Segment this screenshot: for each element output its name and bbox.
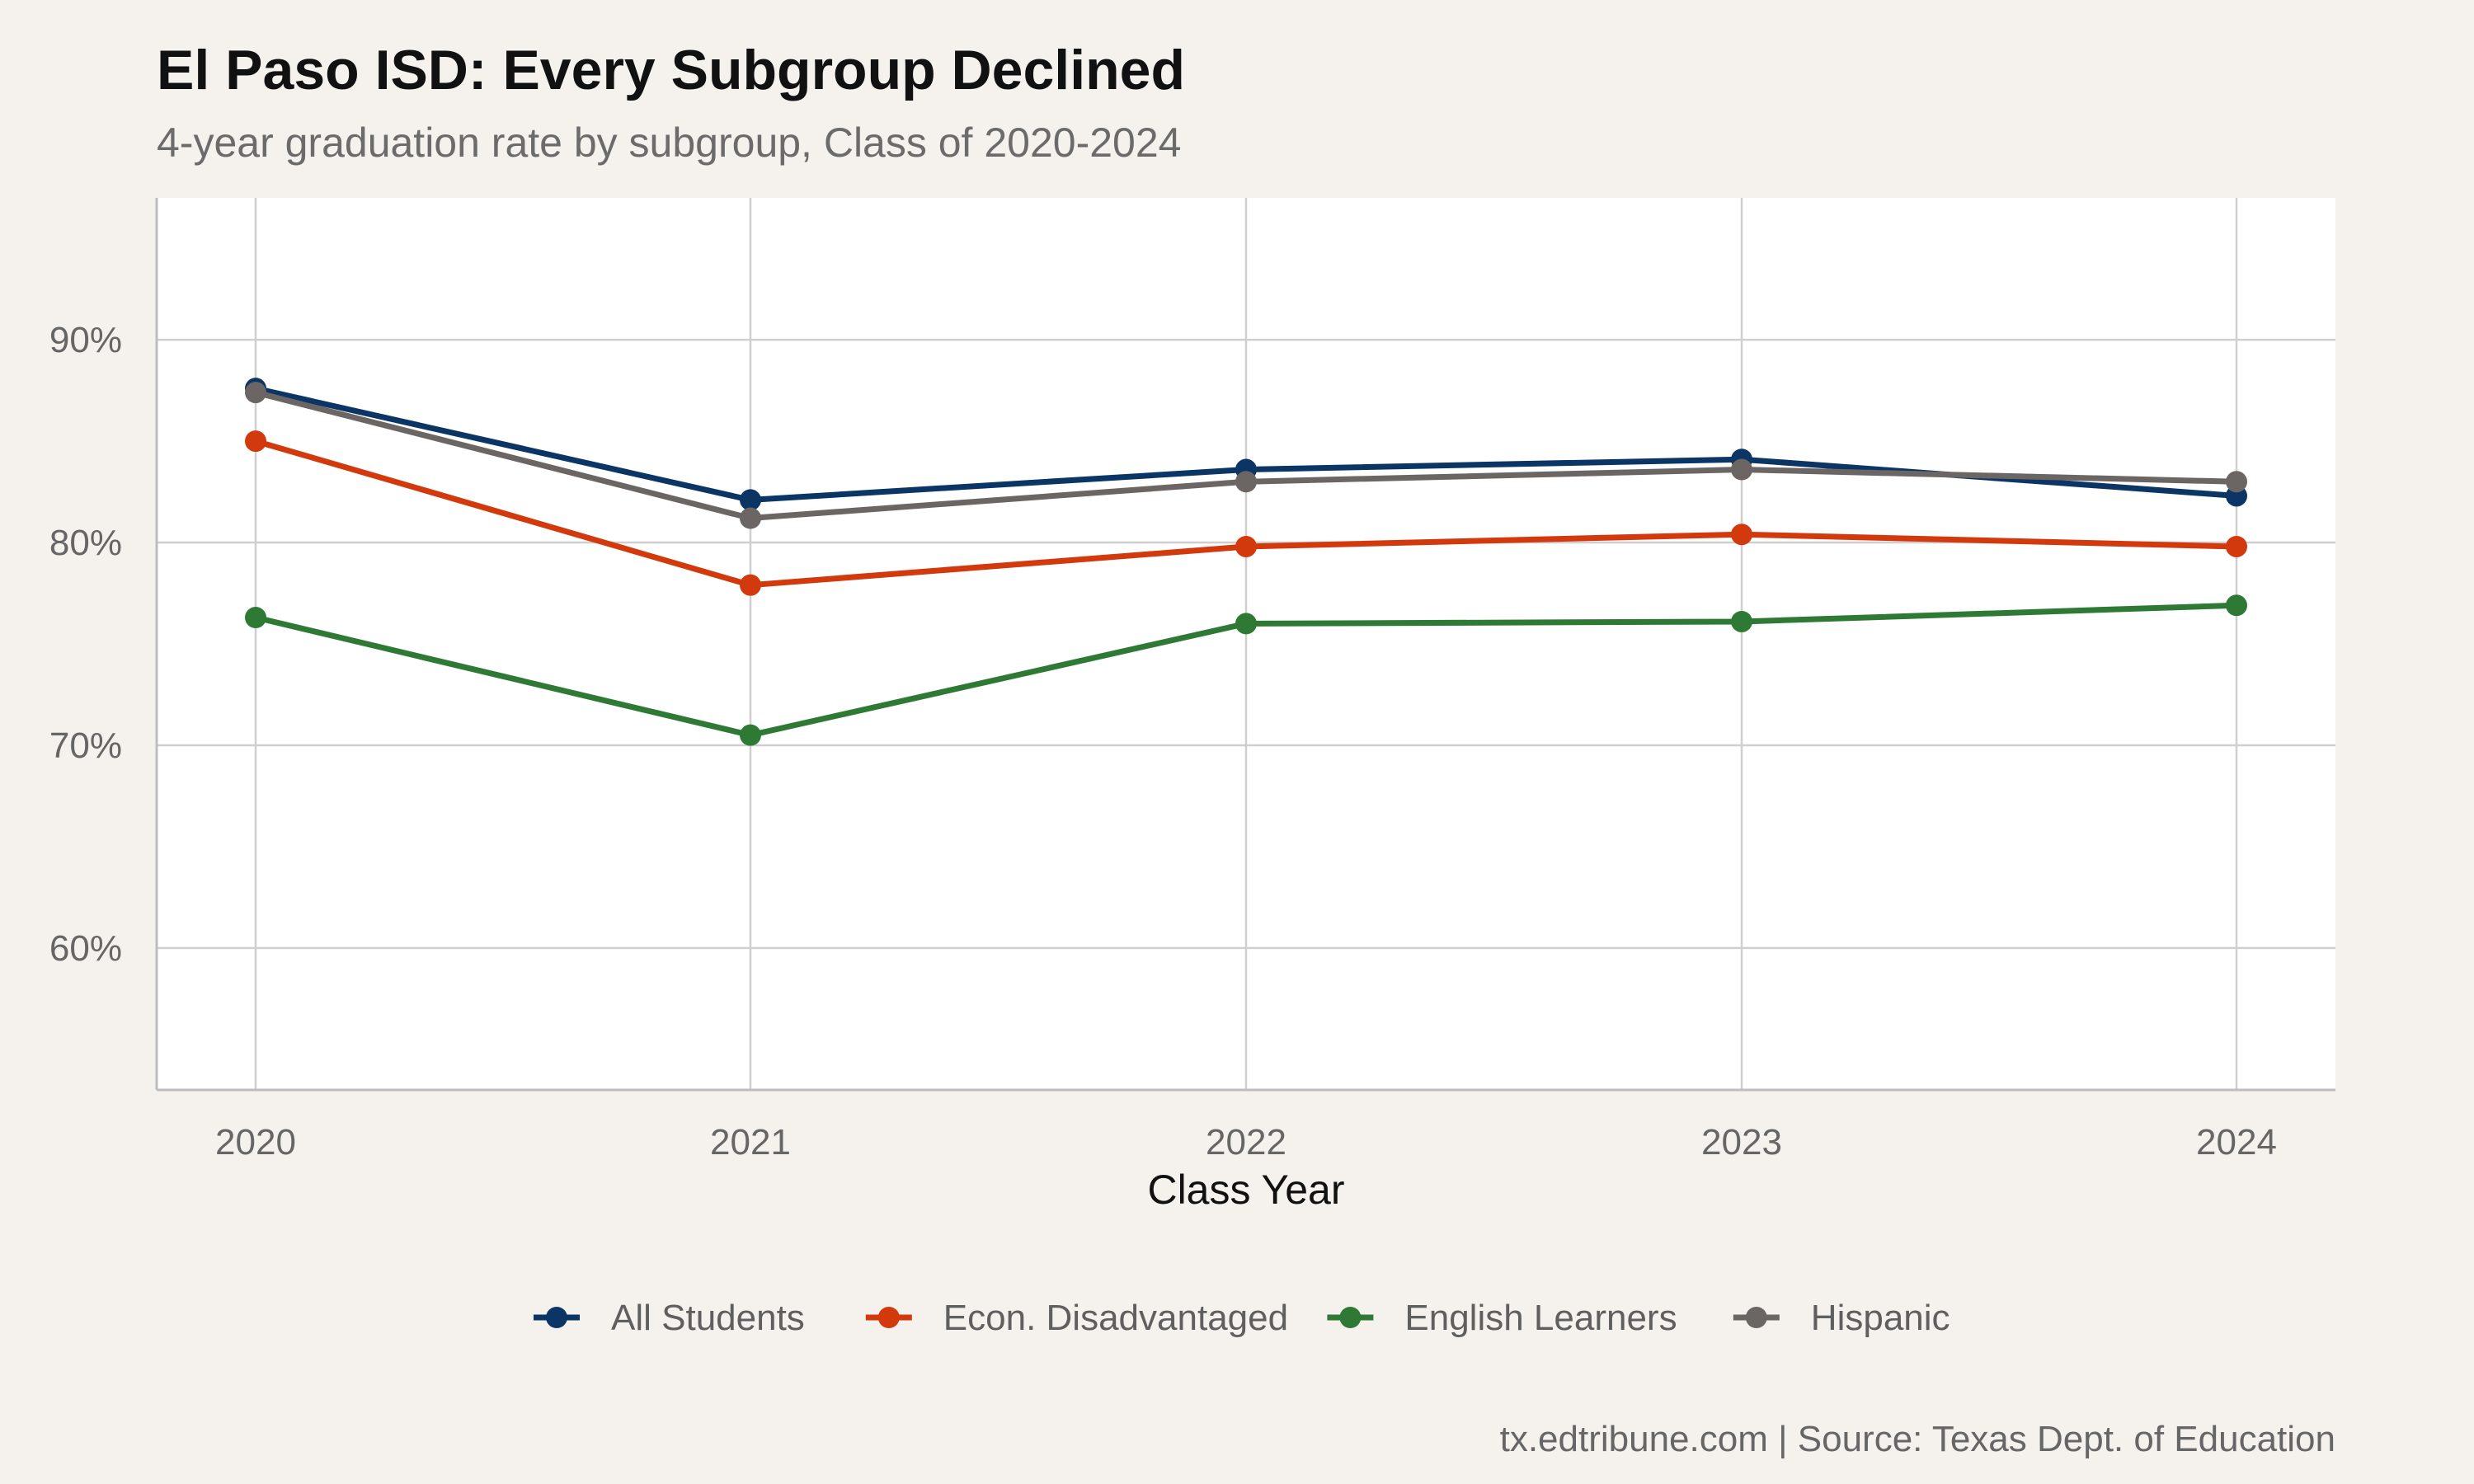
legend-key-point (546, 1307, 567, 1328)
data-point (245, 430, 266, 453)
data-point (740, 724, 761, 746)
legend-label: Econ. Disadvantaged (943, 1298, 1288, 1338)
chart-title: El Paso ISD: Every Subgroup Declined (157, 39, 1185, 101)
legend-item: English Learners (1327, 1298, 1677, 1338)
data-point (2226, 594, 2247, 617)
data-point (740, 507, 761, 529)
data-point (245, 607, 266, 629)
x-tick-label: 2021 (710, 1122, 791, 1162)
chart-subtitle: 4-year graduation rate by subgroup, Clas… (157, 120, 1181, 166)
legend-key-point (1339, 1307, 1362, 1328)
series (245, 378, 2247, 746)
y-tick-label: 90% (49, 320, 122, 360)
x-axis-title: Class Year (1147, 1167, 1344, 1213)
data-point (245, 382, 266, 404)
x-tick-label: 2024 (2196, 1122, 2277, 1162)
legend-item: All Students (534, 1298, 805, 1338)
y-tick-label: 80% (49, 523, 122, 563)
x-tick-labels: 2020 2021 2022 2023 2024 (215, 1122, 2277, 1162)
data-point (1235, 535, 1257, 557)
data-point (1731, 610, 1752, 632)
x-tick-label: 2020 (215, 1122, 296, 1162)
y-tick-labels: 60% 70% 80% 90% (49, 320, 122, 969)
legend-label: Hispanic (1811, 1298, 1950, 1338)
x-tick-label: 2022 (1206, 1122, 1286, 1162)
legend-key-point (1745, 1307, 1767, 1328)
data-point (1235, 613, 1257, 635)
legend-label: All Students (611, 1298, 805, 1338)
y-tick-label: 70% (49, 726, 122, 766)
series-hispanic (245, 382, 2247, 529)
data-point (740, 574, 761, 596)
legend: All Students Econ. Disadvantaged English L… (534, 1298, 1950, 1338)
series-english-learners (245, 594, 2247, 746)
data-point (2226, 471, 2247, 493)
x-tick-label: 2023 (1701, 1122, 1782, 1162)
axes (155, 198, 2335, 1092)
data-point (2226, 535, 2247, 557)
data-point (1731, 458, 1752, 481)
legend-key-point (877, 1307, 900, 1328)
legend-label: English Learners (1404, 1298, 1677, 1338)
y-tick-label: 60% (49, 928, 122, 969)
data-point (1235, 471, 1257, 493)
series-econ-disadvantaged (245, 430, 2247, 596)
caption: tx.edtribune.com | Source: Texas Dept. o… (1500, 1419, 2335, 1459)
legend-item: Hispanic (1733, 1298, 1950, 1338)
data-point (1731, 524, 1752, 546)
data-point (740, 489, 761, 511)
legend-item: Econ. Disadvantaged (865, 1298, 1288, 1338)
